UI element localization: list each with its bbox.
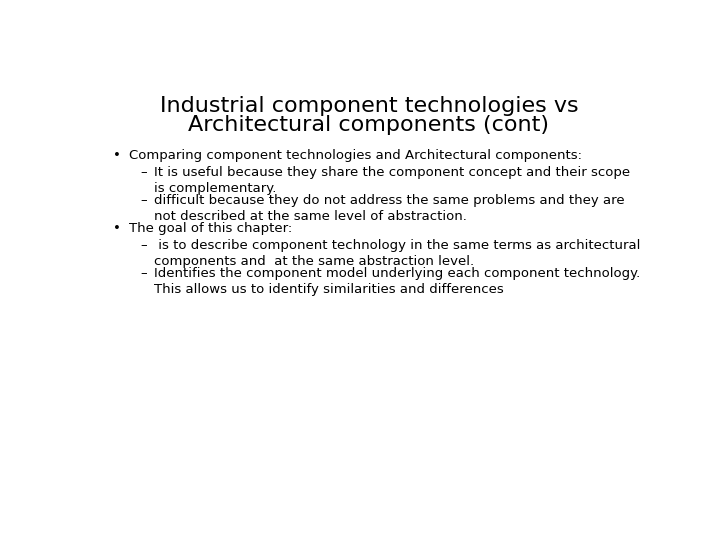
Text: Industrial component technologies vs: Industrial component technologies vs <box>160 96 578 116</box>
Text: –: – <box>140 239 147 252</box>
Text: Comparing component technologies and Architectural components:: Comparing component technologies and Arc… <box>129 150 582 163</box>
Text: Architectural components (cont): Architectural components (cont) <box>189 115 549 135</box>
Text: –: – <box>140 267 147 280</box>
Text: –: – <box>140 166 147 179</box>
Text: is to describe component technology in the same terms as architectural
component: is to describe component technology in t… <box>153 239 640 268</box>
Text: The goal of this chapter:: The goal of this chapter: <box>129 222 292 235</box>
Text: difficult because they do not address the same problems and they are
not describ: difficult because they do not address th… <box>153 194 624 223</box>
Text: –: – <box>140 194 147 207</box>
Text: •: • <box>113 222 121 235</box>
Text: It is useful because they share the component concept and their scope
is complem: It is useful because they share the comp… <box>153 166 630 195</box>
Text: Identifies the component model underlying each component technology.
This allows: Identifies the component model underlyin… <box>153 267 640 295</box>
Text: •: • <box>113 150 121 163</box>
